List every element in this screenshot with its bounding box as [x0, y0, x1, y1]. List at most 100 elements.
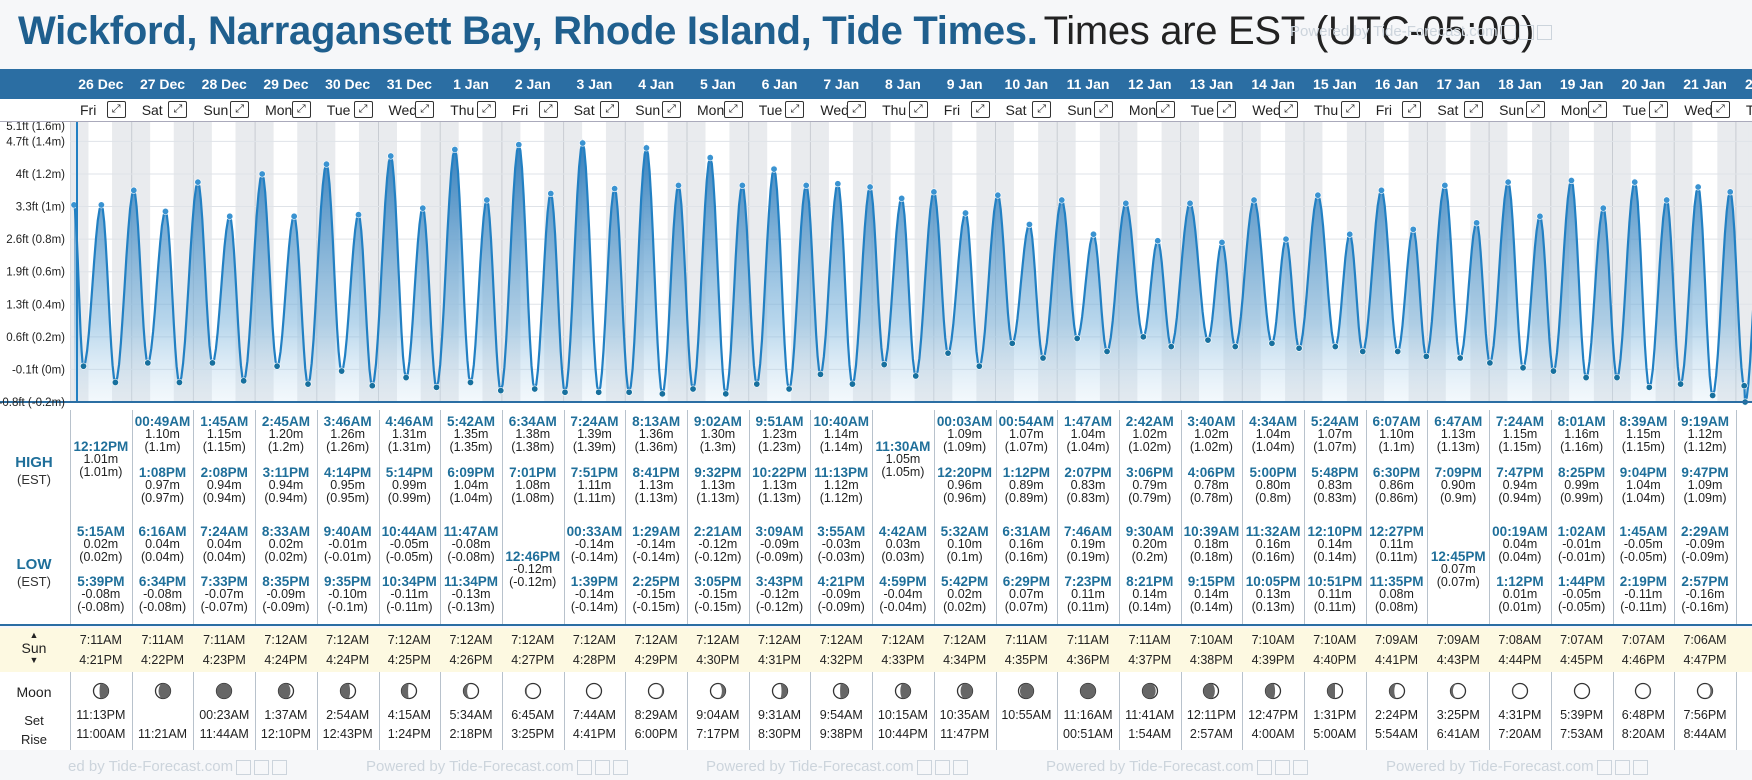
expand-icon[interactable]: ⤢	[1525, 101, 1545, 118]
low-tide-meters: 0.11m	[1379, 537, 1414, 551]
weekday-label: Tue	[1190, 102, 1215, 118]
expand-icon[interactable]: ⤢	[600, 101, 620, 118]
low-tide-feet-meters: (-0.08m)	[77, 600, 125, 614]
expand-icon[interactable]: ⤢	[1464, 101, 1484, 118]
high-tide-point	[1504, 178, 1512, 186]
column-divider	[687, 672, 688, 750]
high-tide-meters: 1.35m	[453, 427, 489, 441]
sunset-time: 4:37PM	[1128, 653, 1172, 667]
low-tide-time: 9:40AM	[323, 524, 372, 539]
expand-icon[interactable]: ⤢	[1649, 101, 1669, 118]
low-tide-feet-meters: (-0.09m)	[1681, 550, 1729, 564]
expand-icon[interactable]: ⤢	[785, 101, 805, 118]
expand-icon[interactable]: ⤢	[415, 101, 435, 118]
moon-icon	[894, 682, 912, 700]
moon-icon	[401, 682, 418, 700]
sunset-time: 4:25PM	[387, 653, 431, 667]
low-tide-point	[1645, 383, 1653, 391]
moon-icon	[1018, 682, 1035, 700]
expand-icon[interactable]: ⤢	[723, 101, 743, 118]
moonset-time: 2:54AM	[326, 708, 370, 722]
y-tick-label: 4ft (1.2m)	[16, 169, 65, 181]
high-tide-time: 7:51PM	[570, 465, 619, 480]
expand-icon[interactable]: ⤢	[353, 101, 373, 118]
moon-phase-icon	[749, 682, 811, 700]
expand-icon[interactable]: ⤢	[538, 101, 558, 118]
date-label: 20 Jan	[1621, 76, 1666, 92]
moon-icon	[462, 682, 480, 700]
expand-icon[interactable]: ⤢	[662, 101, 681, 118]
high-tide-meters: 1.13m	[762, 478, 797, 492]
sunset-time: 4:47PM	[1683, 653, 1727, 667]
moon-icon	[524, 682, 541, 700]
high-tide-time: 1:45AM	[200, 414, 249, 429]
expand-icon[interactable]: ⤢	[1402, 101, 1422, 118]
date-label: 18 Jan	[1498, 76, 1542, 92]
expand-icon[interactable]: ⤢	[168, 101, 188, 118]
expand-icon[interactable]: ⤢	[970, 101, 990, 118]
expand-icon[interactable]: ⤢	[476, 101, 496, 118]
moonset-time: 9:05	[1736, 705, 1752, 725]
sunset-time: 4:41PM	[1374, 653, 1419, 667]
expand-icon[interactable]: ⤢	[1587, 101, 1607, 118]
moonset-time: 11:13PM	[76, 708, 126, 722]
low-tide-meters: 0.18m	[1194, 537, 1229, 551]
high-tide-meters: 1.26m	[330, 427, 366, 441]
expand-icon[interactable]: ⤢	[847, 101, 867, 118]
column-divider	[625, 672, 627, 750]
moonrise-time: 12:43PM	[322, 727, 373, 741]
date-label: 2 Jan	[514, 76, 551, 92]
high-tide-meters: 0.79m	[1132, 478, 1168, 492]
high-tide-point	[1441, 181, 1449, 189]
high-tide-cell: 9:47PM 1.09m (1.09m)	[1674, 466, 1736, 505]
expand-icon[interactable]: ⤢	[1340, 101, 1360, 118]
expand-icon[interactable]: ⤢	[106, 101, 126, 118]
moonrise-time: 11:21AM	[137, 727, 188, 741]
low-tide-meters: 0.16m	[1008, 537, 1044, 551]
expand-icon[interactable]: ⤢	[1217, 101, 1237, 118]
high-tide-feet-meters: (0.95m)	[326, 491, 370, 505]
expand-icon[interactable]: ⤢	[230, 101, 250, 118]
date-label: 28 Dec	[201, 76, 247, 92]
low-tide-point	[816, 370, 824, 378]
expand-icon[interactable]: ⤢	[1710, 101, 1730, 118]
weekday-label: Sat	[1437, 102, 1459, 118]
sunset-time: 4:23PM	[202, 653, 246, 667]
moon-phase-icon	[132, 682, 194, 700]
moonrise-time: 8:30PM	[757, 727, 802, 741]
moon-icon	[1079, 682, 1097, 700]
expand-icon[interactable]: ⤢	[1093, 101, 1113, 118]
low-tide-meters: -0.05m	[389, 537, 429, 551]
low-tide-time: 3:05PM	[694, 574, 742, 589]
expand-icon[interactable]: ⤢	[908, 101, 928, 118]
low-tide-cell: 00:19AM 0.04m (0.04m)	[1489, 525, 1551, 564]
low-tide-cell: 7:24AM 0.04m (0.04m)	[193, 525, 255, 564]
high-tide-time: 2:07PM	[1064, 465, 1112, 480]
high-tide-feet-meters: (0.83m)	[1313, 491, 1357, 505]
high-tide-meters: 0.83m	[1317, 478, 1353, 492]
expand-icon[interactable]: ⤢	[1032, 101, 1052, 118]
moon-icon	[1326, 682, 1343, 700]
high-tide-time: 4:06PM	[1187, 465, 1236, 480]
weekday-label: Sat	[141, 102, 163, 118]
moon-phase-icon	[625, 682, 687, 700]
high-tide-meters: 1.15m	[206, 427, 242, 441]
low-tide-feet-meters: (-0.01m)	[324, 550, 372, 564]
low-tide-cell: 4:21PM -0.09m (-0.09m)	[810, 575, 872, 614]
expand-icon[interactable]: ⤢	[1279, 101, 1298, 118]
timezone-note: Times are EST (UTC-05:00)	[1043, 9, 1535, 53]
expand-icon[interactable]: ⤢	[291, 101, 311, 118]
high-tide-cell: 5:42AM 1.35m (1.35m)	[440, 415, 502, 454]
sun-row: ▲ Sun ▼	[0, 628, 1752, 672]
low-tide-time: 5:32AM	[940, 524, 989, 539]
date-label: 15 Jan	[1313, 76, 1357, 92]
low-tide-feet-meters: (-0.15m)	[694, 600, 742, 614]
low-tide-time: 3:09AM	[755, 524, 804, 539]
low-tide-feet-meters: (-0.07m)	[200, 600, 248, 614]
moonset-time: 11:16AM	[1063, 708, 1113, 722]
expand-icon[interactable]: ⤢	[1155, 101, 1175, 118]
sun-row-label: ▲ Sun ▼	[21, 630, 47, 665]
low-tide-cell: 10:34PM -0.11m (-0.11m)	[379, 575, 441, 614]
low-tide-feet-meters: (0.08m)	[1374, 600, 1419, 614]
date-label: 27 Dec	[139, 76, 186, 92]
